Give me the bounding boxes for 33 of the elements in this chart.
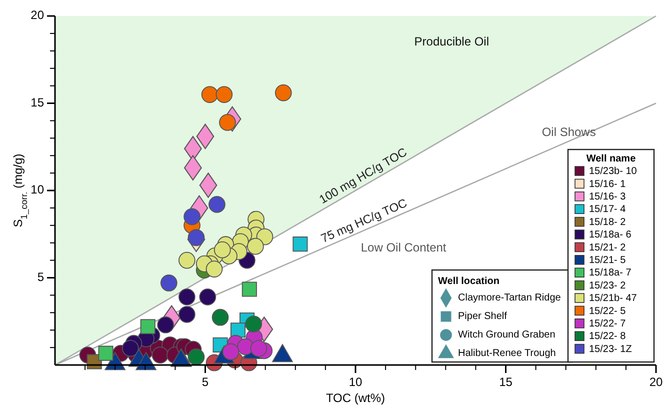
legend-label: 15/22- 7: [589, 318, 626, 330]
legend-label: 15/18- 2: [589, 216, 626, 228]
annotation: Halibut-Renee Trough: [458, 348, 556, 360]
y-tick-label: 15: [30, 95, 44, 110]
x-tick-label: 15: [499, 375, 513, 389]
annotation: Witch Ground Graben: [458, 330, 556, 341]
y-tick-label: 5: [37, 270, 44, 284]
x-tick-label: 5: [202, 375, 209, 389]
x-axis-title: TOC (wt%): [326, 391, 386, 405]
legend-label: 15/21- 2: [589, 242, 626, 254]
legend-label: 15/16- 3: [589, 192, 626, 203]
y-tick-label: 20: [30, 8, 44, 22]
legend-label: 15/21b- 47: [589, 293, 638, 304]
legend-label: 15/18a- 7: [589, 268, 632, 279]
legend-label: 15/23- 1Z: [589, 344, 632, 355]
x-tick-label: 10: [348, 375, 362, 389]
annotation: Oil Shows: [542, 125, 596, 140]
legend-label: 15/22- 5: [589, 306, 626, 317]
y-tick-label: 10: [30, 182, 44, 197]
annotation: Producible Oil: [414, 34, 490, 48]
legend-label: 15/18a- 6: [589, 230, 632, 241]
legend-label: 15/23b- 10: [589, 166, 638, 178]
annotation: Piper Shelf: [458, 311, 508, 322]
x-tick-label: 20: [649, 375, 663, 389]
annotation: Well location: [438, 276, 500, 287]
legend-label: 15/16- 1: [589, 178, 626, 190]
legend-label: 15/21- 5: [589, 255, 626, 266]
legend-label: 15/23- 2: [589, 280, 626, 292]
legend-label: 15/22- 8: [589, 331, 626, 342]
annotation: Low Oil Content: [360, 240, 447, 254]
legend-title: Well name: [586, 154, 636, 164]
legend-label: 15/17- 4: [589, 204, 626, 216]
annotation: Claymore-Tartan Ridge: [458, 292, 562, 304]
